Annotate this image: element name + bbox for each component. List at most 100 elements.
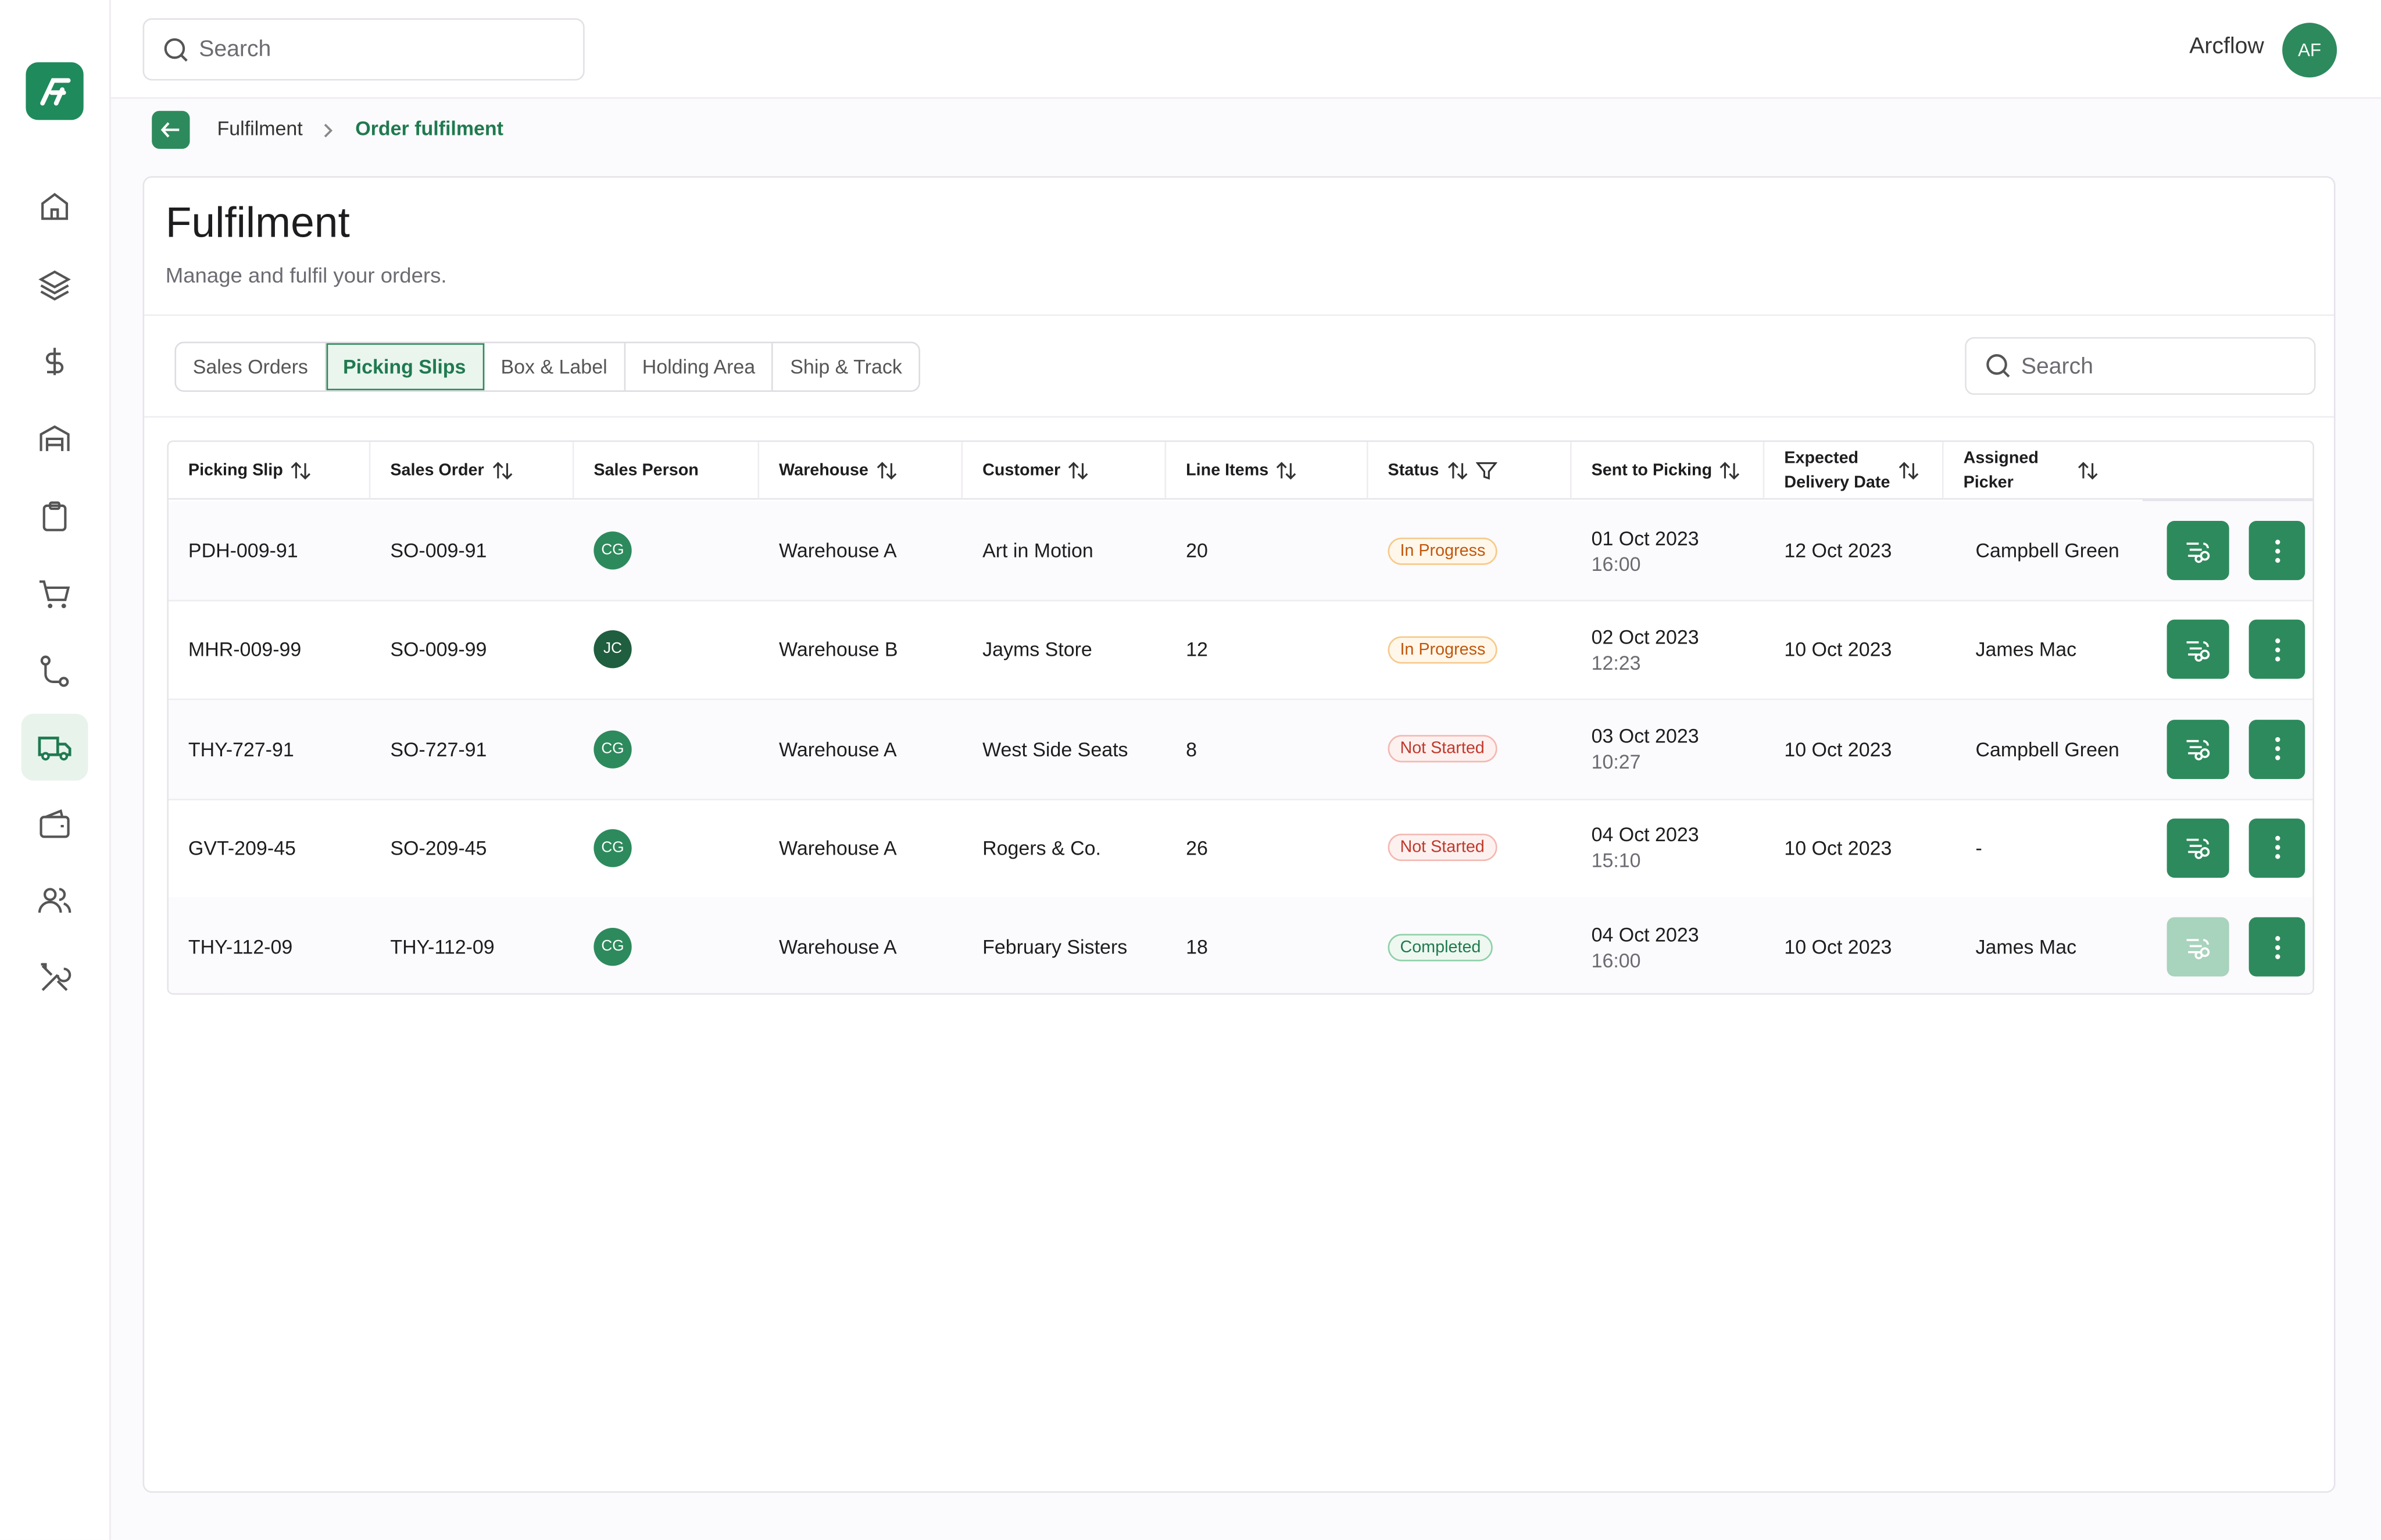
nav-clipboard[interactable] [37,498,73,535]
sent-date: 01 Oct 2023 [1591,526,1699,549]
column-header[interactable]: Sales Order [370,442,574,500]
filter-icon [1475,461,1497,479]
tab[interactable]: Box & Label [484,343,625,391]
more-icon [2274,638,2280,662]
more-button[interactable] [2248,917,2305,977]
column-header[interactable]: Status [1368,442,1572,500]
more-button[interactable] [2248,818,2305,878]
assigned-picker: James Mac [1975,935,2077,959]
tab[interactable]: Picking Slips [326,343,484,391]
column-header[interactable]: Expected Delivery Date [1764,442,1944,500]
sales-person: CG [574,799,759,898]
pick-button[interactable] [2167,818,2229,878]
nav-wallet[interactable] [37,806,73,843]
status: In Progress [1368,501,1572,600]
line-items: 12 [1186,638,1208,662]
content-card: Fulfilment Manage and fulfil your orders… [142,176,2336,1493]
status: Not Started [1368,799,1572,898]
more-button[interactable] [2248,520,2305,580]
back-icon [160,122,180,138]
sent-to-picking: 03 Oct 2023 10:27 [1572,699,1765,798]
nav-warehouse[interactable] [37,421,73,458]
search-icon [164,37,188,61]
nav-routes[interactable] [37,653,73,689]
sales-person-avatar: CG [594,828,632,867]
status: Not Started [1368,699,1572,798]
more-icon [2274,737,2280,760]
table-search[interactable]: Search [1965,337,2316,395]
column-header[interactable]: Assigned Picker [1943,442,2313,500]
line-items: 18 [1186,935,1208,959]
sent-time: 16:00 [1591,552,1641,575]
sort-icon [2078,461,2098,479]
expected-delivery: 10 Oct 2023 [1784,737,1892,760]
sales-person-avatar: CG [594,730,632,768]
assigned-picker: - [1975,837,1982,860]
sort-icon [1277,461,1297,479]
breadcrumb-item[interactable]: Fulfilment [217,117,303,140]
pick-button[interactable] [2167,620,2229,680]
pick-icon [2186,641,2209,662]
sales-person: CG [574,898,759,993]
tab[interactable]: Ship & Track [790,355,902,378]
expected-delivery: 12 Oct 2023 [1784,539,1892,562]
logo[interactable] [26,62,84,120]
table-row: GVT-209-45 SO-209-45 CG Warehouse A Rogers &… [168,799,2313,899]
sent-date: 04 Oct 2023 [1591,823,1699,847]
more-icon [2274,836,2280,860]
table: Picking Slip Sales Order Sales Person Wareh… [167,440,2314,995]
sent-date: 04 Oct 2023 [1591,923,1699,946]
more-button[interactable] [2248,620,2305,680]
breadcrumb-current: Order fulfilment [355,117,503,140]
status-badge: Completed [1388,933,1493,961]
column-header[interactable]: Picking Slip [168,442,371,500]
sales-order: THY-112-09 [390,935,495,959]
sent-date: 02 Oct 2023 [1591,625,1699,648]
sent-to-picking: 04 Oct 2023 16:00 [1572,898,1765,993]
column-label: Sales Person [594,460,699,480]
sidebar [0,0,111,1540]
column-header[interactable]: Line Items [1166,442,1368,500]
sent-to-picking: 02 Oct 2023 12:23 [1572,601,1765,699]
column-header[interactable]: Sent to Picking [1571,442,1765,500]
sales-person-avatar: CG [594,531,632,570]
customer: February Sisters [982,935,1128,959]
nav-finance[interactable] [37,343,73,380]
logo-mark [40,78,71,106]
more-icon [2274,935,2280,959]
pick-button[interactable] [2167,719,2229,778]
column-label: Sent to Picking [1591,460,1713,480]
table-row: THY-112-09 THY-112-09 CG Warehouse A Februar… [168,898,2313,994]
back-button[interactable] [152,110,190,149]
nav-home[interactable] [37,188,73,225]
global-search[interactable]: Search [142,18,585,81]
sales-order: SO-009-99 [390,638,487,662]
expected-delivery: 10 Oct 2023 [1784,638,1892,662]
nav-active-bg [21,713,88,781]
pick-icon [2186,839,2209,860]
column-header[interactable]: Warehouse [759,442,963,500]
column-label: Sales Order [390,460,484,480]
user-avatar[interactable]: AF [2282,23,2337,78]
nav-fulfilment[interactable] [37,729,73,766]
pick-button[interactable] [2167,520,2229,580]
sales-person-avatar: JC [594,630,632,669]
sent-to-picking: 01 Oct 2023 16:00 [1572,501,1765,600]
nav-layers[interactable] [37,266,73,302]
column-header[interactable]: Customer [963,442,1167,500]
column-label: Assigned Picker [1963,448,2039,492]
more-button[interactable] [2248,719,2305,778]
nav-cart[interactable] [37,576,73,612]
nav-users[interactable] [37,882,73,919]
sent-time: 10:27 [1591,750,1641,773]
tab[interactable]: Holding Area [625,343,774,391]
sent-time: 15:10 [1591,849,1641,873]
search-placeholder: Search [199,36,271,63]
expected-delivery: 10 Oct 2023 [1784,935,1892,959]
sort-icon [1720,461,1740,479]
nav-tools[interactable] [37,960,73,996]
tab[interactable]: Sales Orders [176,343,327,391]
sales-person: CG [574,501,759,600]
sort-icon [1068,461,1089,479]
